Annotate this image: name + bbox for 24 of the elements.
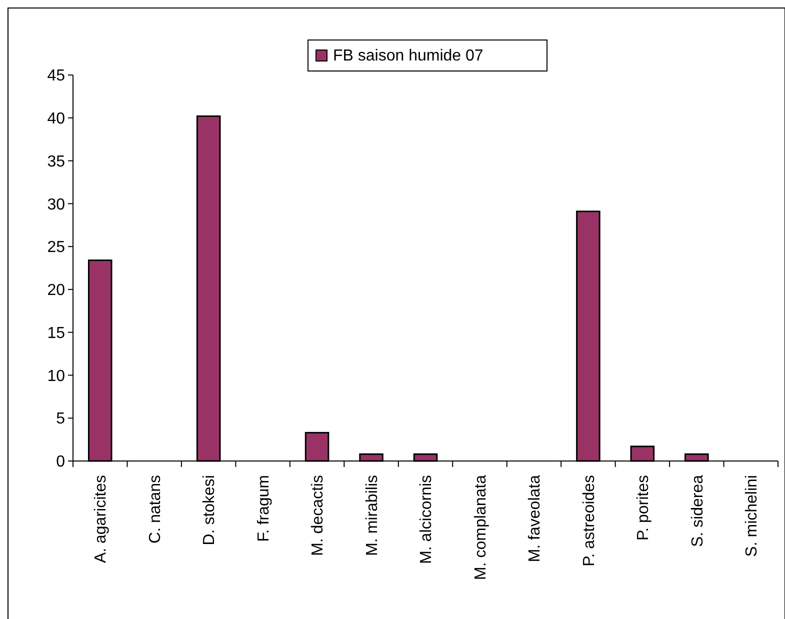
- x-tick-label: P. astreoides: [580, 475, 598, 566]
- x-tick-label: D. stokesi: [201, 475, 218, 546]
- x-tick-label: C. natans: [146, 475, 164, 544]
- y-tick-label: 5: [56, 410, 66, 428]
- x-tick-label: S. michelini: [743, 475, 760, 557]
- y-tick-label: 0: [56, 454, 66, 471]
- x-tick-label: M. decactis: [310, 475, 327, 556]
- x-tick-label: M. complanata: [472, 474, 490, 580]
- y-tick-label: 45: [47, 68, 66, 85]
- y-tick-label: 35: [47, 153, 66, 170]
- y-tick-label: 20: [47, 282, 66, 300]
- y-tick-label: 30: [47, 196, 66, 214]
- legend-label: FB saison humide 07: [333, 48, 484, 65]
- x-tick-label: P. porites: [635, 475, 652, 541]
- y-tick-label: 15: [47, 324, 66, 342]
- x-tick-label: F. fragum: [255, 475, 272, 542]
- x-tick-label: M. alcicornis: [418, 475, 436, 564]
- x-tick-label: M. faveolata: [526, 474, 544, 562]
- x-tick-label: S. siderea: [689, 474, 706, 548]
- x-tick-label: M. mirabilis: [364, 475, 381, 556]
- y-tick-label: 10: [47, 368, 66, 385]
- y-tick-label: 25: [47, 239, 66, 256]
- y-tick-label: 40: [47, 110, 66, 128]
- x-tick-label: A. agaricites: [92, 475, 110, 564]
